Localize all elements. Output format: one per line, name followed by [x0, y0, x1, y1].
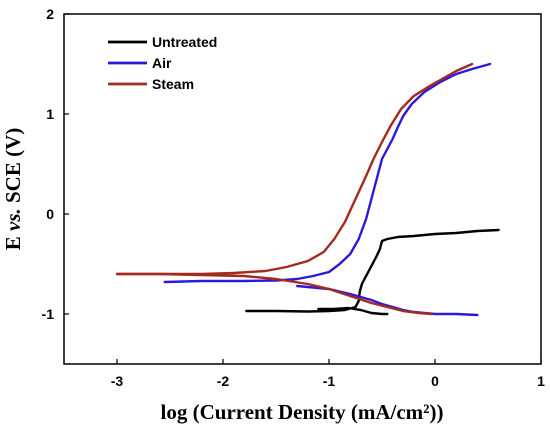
y-axis-title-part: SCE (V): [1, 128, 25, 209]
y-axis-title: E vs. SCE (V): [1, 128, 25, 251]
series-line-0: [245, 228, 500, 313]
y-tick-label: 0: [46, 206, 54, 222]
x-tick-label: -2: [217, 373, 230, 389]
y-axis-title-part: vs.: [1, 208, 25, 231]
y-tick-label: -1: [42, 306, 55, 322]
legend: Untreated Air Steam: [108, 34, 217, 92]
legend-label: Steam: [152, 76, 194, 92]
y-tick-label: 1: [46, 106, 54, 122]
series-line-1: [317, 306, 389, 316]
legend-label: Air: [152, 55, 172, 71]
x-tick-label: -3: [111, 373, 124, 389]
x-tick-label: 1: [537, 373, 545, 389]
series-line-2: [163, 62, 492, 284]
series-line-3: [296, 284, 479, 317]
x-axis-title: log (Current Density (mA/cm²)): [161, 400, 444, 424]
plot-frame: [63, 13, 542, 365]
x-tick-label: -1: [323, 373, 336, 389]
legend-label: Untreated: [152, 34, 217, 50]
y-axis-title-part: E: [1, 231, 25, 250]
series-line-4: [115, 62, 474, 276]
series-layer: [115, 62, 500, 317]
y-tick-label: 2: [46, 6, 54, 22]
axis-ticks: -3 -2 -1 0 1 -1 0 1 2: [42, 6, 546, 389]
series-line-5: [115, 272, 433, 316]
x-tick-label: 0: [431, 373, 439, 389]
